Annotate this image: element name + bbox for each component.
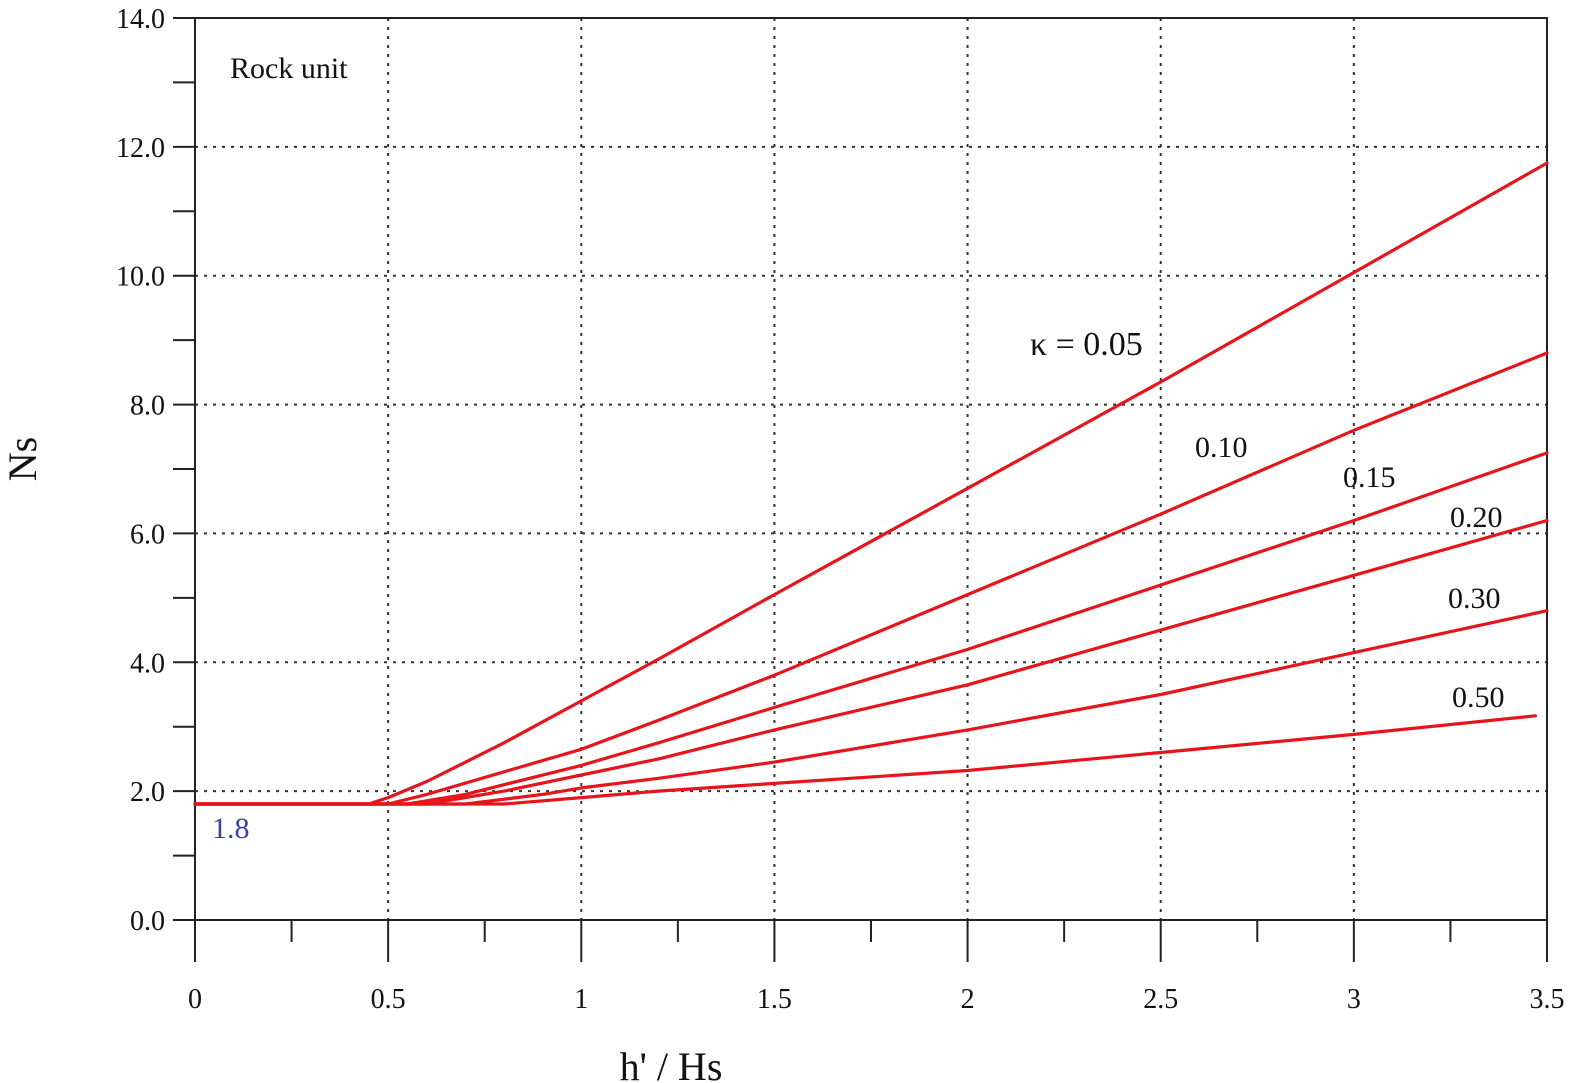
x-tick-label: 0 <box>188 984 202 1015</box>
y-tick-label: 10.0 <box>116 262 165 293</box>
series-line-0 <box>193 161 1549 806</box>
series-label-1: 0.10 <box>1195 431 1248 464</box>
x-tick-label: 3 <box>1347 984 1361 1015</box>
y-tick-label: 14.0 <box>116 4 165 35</box>
x-tick-label: 1 <box>574 984 588 1015</box>
series-label-0: κ = 0.05 <box>1030 326 1143 363</box>
series-lines <box>193 161 1549 806</box>
x-tick-label: 2 <box>961 984 975 1015</box>
grid <box>195 18 1547 920</box>
x-axis-title: h' / Hs <box>620 1044 723 1083</box>
axis-ticks <box>173 17 1548 962</box>
y-tick-label: 8.0 <box>130 391 165 422</box>
series-line-1 <box>193 351 1549 806</box>
series-label-3: 0.20 <box>1450 501 1503 534</box>
y-axis-title: Ns <box>0 437 45 481</box>
series-line-5 <box>193 714 1537 806</box>
series-label-5: 0.50 <box>1452 681 1505 714</box>
y-tick-label: 12.0 <box>116 133 165 164</box>
series-label-2: 0.15 <box>1343 461 1396 494</box>
y-tick-label: 0.0 <box>130 906 165 937</box>
series-line-4 <box>193 609 1549 806</box>
y-tick-label: 6.0 <box>130 519 165 550</box>
series-label-4: 0.30 <box>1448 582 1501 615</box>
base-value-label: 1.8 <box>212 812 250 845</box>
x-tick-label: 2.5 <box>1143 984 1178 1015</box>
series-line-2 <box>193 451 1549 806</box>
x-tick-label: 1.5 <box>757 984 792 1015</box>
series-line-3 <box>193 518 1549 806</box>
y-tick-label: 2.0 <box>130 777 165 808</box>
y-tick-label: 4.0 <box>130 648 165 679</box>
x-tick-label: 3.5 <box>1530 984 1565 1015</box>
rock-unit-label: Rock unit <box>230 52 348 85</box>
labels: 0.0 2.0 4.0 6.0 8.0 10.0 12.0 14.0 0 0.5 1 1.5 2 2.5 3… <box>0 4 1565 1083</box>
x-tick-label: 0.5 <box>371 984 406 1015</box>
